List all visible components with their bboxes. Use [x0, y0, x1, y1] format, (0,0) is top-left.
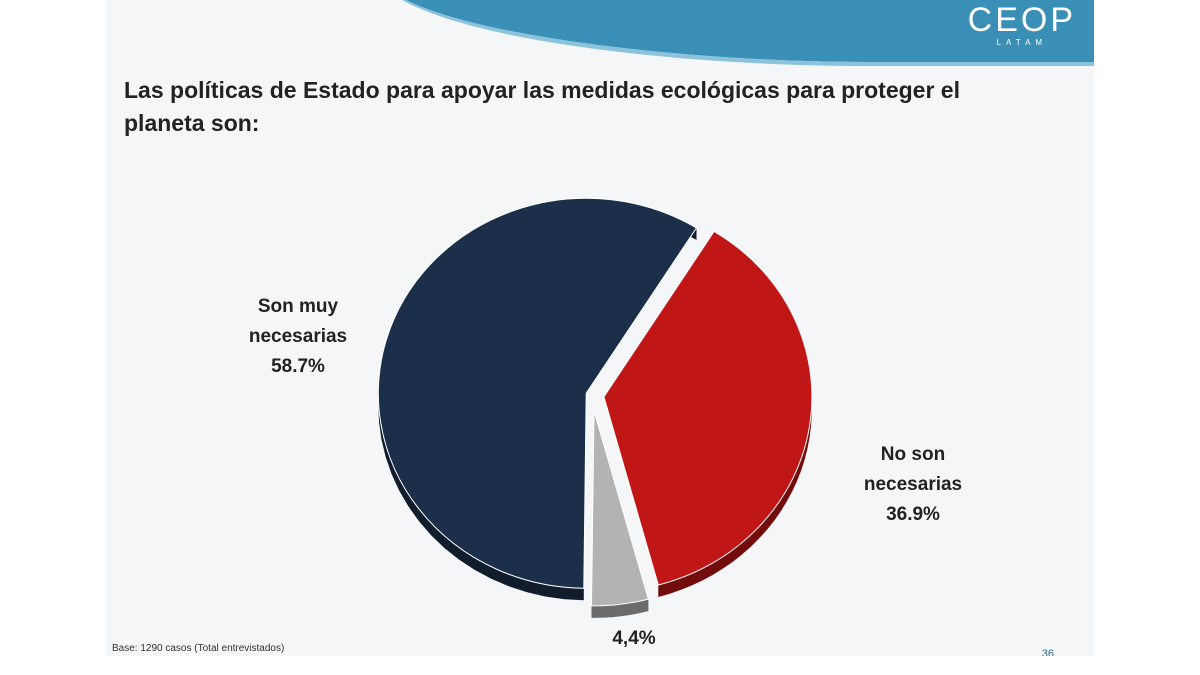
pie-slice-side-2 — [591, 599, 649, 618]
slice-label-line1: Son muy — [257, 296, 339, 317]
pie-slice-1 — [603, 230, 813, 586]
pie-chart — [377, 197, 813, 618]
pie-slice-2 — [590, 410, 650, 607]
slice-value-label: 36.9% — [886, 504, 940, 525]
page-number: 36 — [1041, 648, 1054, 656]
base-note: Base: 1290 casos (Total entrevistados) — [112, 643, 285, 654]
pie-slice-0 — [377, 197, 698, 589]
slice-label-gray: 4,4% — [584, 624, 684, 654]
page-title: Las políticas de Estado para apoyar las … — [124, 77, 960, 136]
logo-main-text: CEOP — [967, 1, 1076, 39]
slide: CEOP LATAM Las políticas de Estado para … — [106, 0, 1094, 656]
slice-label-line2: necesarias — [863, 474, 963, 495]
logo-sub-text: LATAM — [996, 38, 1048, 47]
slice-label-son-muy-necesarias: Son muy necesarias 58.7% — [228, 292, 368, 382]
slice-label-line2: necesarias — [248, 326, 348, 347]
slice-label-no-son-necesarias: No son necesarias 36.9% — [843, 440, 983, 530]
ceop-logo: CEOP LATAM — [968, 2, 1076, 48]
slice-value-label: 4,4% — [612, 628, 656, 649]
slice-value-label: 58.7% — [271, 356, 325, 377]
slice-label-line1: No son — [880, 444, 946, 465]
header-wave — [402, 0, 1094, 66]
